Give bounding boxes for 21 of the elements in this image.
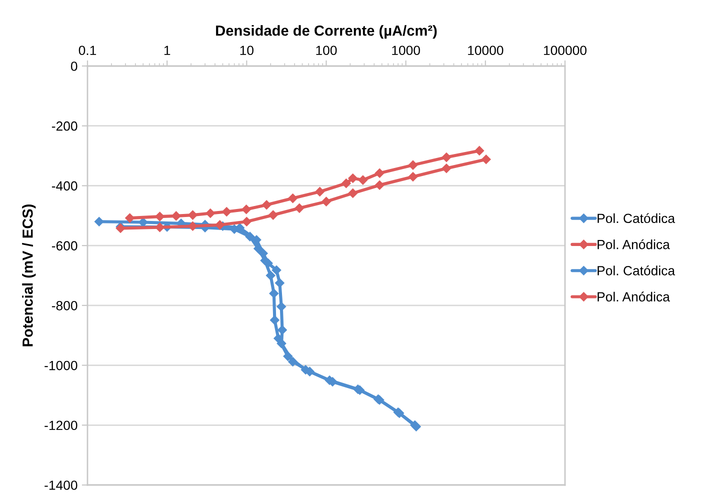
x-tick-label: 100000 — [544, 46, 586, 56]
y-tick-label: -400 — [52, 181, 78, 191]
y-tick-label: -800 — [52, 300, 78, 310]
y-tick-label: -1200 — [44, 420, 78, 430]
y-tick-label: -1400 — [44, 480, 78, 490]
y-tick-label: 0 — [70, 62, 78, 71]
y-axis-title: Potencial (mV / ECS) — [22, 204, 36, 346]
x-tick-label: 10 — [240, 46, 254, 56]
x-tick-label: 1000 — [392, 46, 420, 56]
legend-label: Pol. Anódica — [598, 239, 670, 250]
x-tick-label: 1 — [164, 46, 170, 55]
y-tick-label: -1000 — [44, 360, 78, 370]
legend-label: Pol. Catódica — [598, 213, 676, 224]
legend-label: Pol. Catódica — [598, 266, 676, 276]
x-tick-label: 100 — [316, 46, 337, 56]
y-tick-label: -200 — [52, 121, 78, 131]
y-tick-label: -600 — [52, 241, 78, 250]
x-tick-label: 0.1 — [78, 46, 96, 56]
legend-label: Pol. Anódica — [598, 292, 670, 302]
x-axis-title: Densidade de Corrente (µA/cm²) — [216, 25, 437, 39]
x-tick-label: 10000 — [468, 46, 504, 56]
